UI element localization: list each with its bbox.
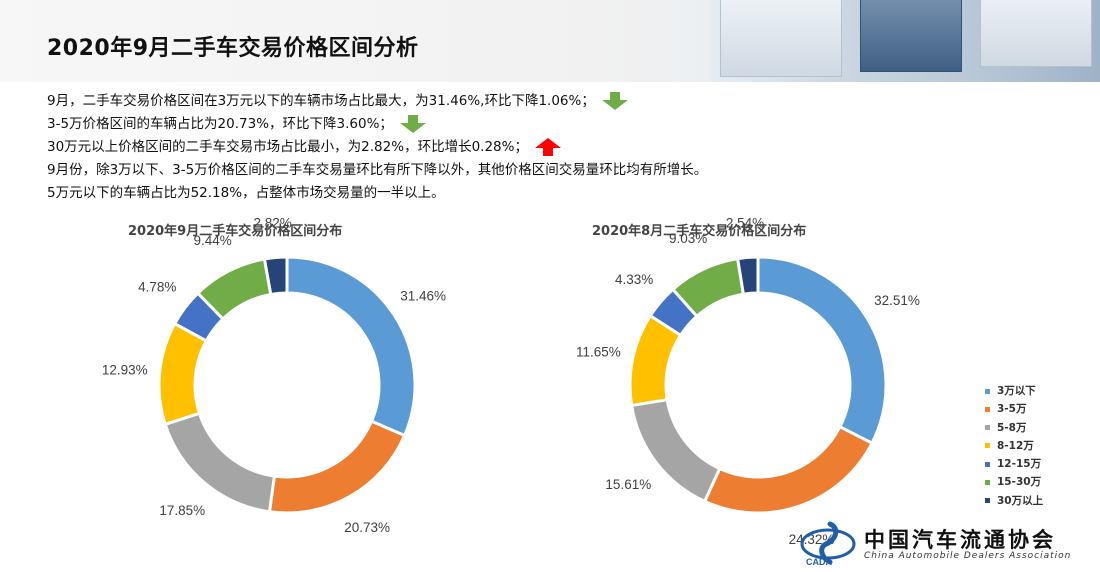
bullet-text: 5万元以下的车辆占比为52.18%，占整体市场交易量的一半以上。 [47, 185, 445, 201]
legend-label: 3-5万 [997, 403, 1027, 416]
bullet-line: 5万元以下的车辆占比为52.18%，占整体市场交易量的一半以上。 [47, 182, 707, 205]
page-title: 2020年9月二手车交易价格区间分析 [47, 36, 419, 61]
legend-swatch [985, 406, 990, 412]
legend-swatch [985, 461, 990, 467]
donut-slice [285, 255, 417, 438]
slice-label: 4.78% [138, 279, 176, 294]
legend-swatch [985, 498, 990, 504]
bullet-line: 30万元以上价格区间的二手车交易市场占比最小，为2.82%，环比增长0.28%； [47, 136, 707, 159]
legend-item: 8-12万 [985, 437, 1043, 455]
donut-slice [262, 255, 289, 297]
decorative-cube [860, 0, 962, 72]
slice-label: 20.73% [344, 520, 390, 535]
chart-legend: 3万以下 3-5万 5-8万 8-12万 12-15万 15-30万 30万以上 [985, 382, 1043, 510]
decorative-cube [980, 0, 1092, 67]
donut-slice [163, 411, 277, 514]
slice-label: 2.82% [253, 216, 291, 231]
slice-label: 2.54% [726, 216, 764, 231]
logo-subtitle: China Automobile Dealers Association [864, 551, 1072, 561]
logo-mark-text: CADA [806, 557, 832, 567]
slice-label: 12.93% [102, 363, 148, 378]
slice-label: 9.44% [194, 233, 232, 248]
slice-label: 32.51% [874, 293, 920, 308]
slice-label: 11.65% [576, 345, 621, 360]
legend-swatch [985, 388, 990, 394]
association-logo: CADA 中国汽车流通协会 China Automobile Dealers A… [800, 518, 1095, 568]
legend-label: 15-30万 [997, 476, 1042, 489]
legend-swatch [985, 425, 990, 431]
donut-slice [267, 419, 407, 515]
legend-item: 12-15万 [985, 455, 1043, 473]
bullet-line: 9月份，除3万以下、3-5万价格区间的二手车交易量环比有所下降以外，其他价格区间… [47, 159, 707, 182]
slice-label: 15.61% [605, 477, 651, 492]
logo-mark-icon: CADA [800, 521, 856, 567]
slice-label: 31.46% [400, 288, 446, 303]
logo-name: 中国汽车流通协会 [864, 528, 1056, 552]
up-arrow-icon [534, 138, 562, 156]
legend-label: 8-12万 [997, 439, 1034, 452]
legend-swatch [985, 479, 990, 485]
chart-title-august: 2020年8月二手车交易价格区间分布 [592, 224, 807, 239]
bullet-line: 9月，二手车交易价格区间在3万元以下的车辆市场占比最大，为31.46%,环比下降… [47, 90, 707, 113]
legend-label: 30万以上 [997, 494, 1044, 507]
down-arrow-icon [399, 115, 427, 133]
slice-label: 9.03% [669, 231, 707, 246]
donut-slice [735, 255, 760, 296]
bullet-text: 9月份，除3万以下、3-5万价格区间的二手车交易量环比有所下降以外，其他价格区间… [47, 162, 708, 178]
bullet-line: 3-5万价格区间的车辆占比为20.73%，环比下降3.60%； [47, 113, 707, 136]
legend-swatch [985, 443, 990, 449]
donut-slice [702, 424, 875, 515]
legend-item: 5-8万 [985, 419, 1043, 437]
legend-label: 5-8万 [997, 421, 1027, 434]
slice-label: 4.33% [615, 272, 653, 287]
legend-label: 12-15万 [997, 458, 1042, 471]
header-decorative-image [710, 0, 1100, 82]
bullet-text: 3-5万价格区间的车辆占比为20.73%，环比下降3.60%； [47, 116, 393, 132]
decorative-cube [720, 0, 842, 77]
slice-label: 17.85% [159, 503, 205, 518]
bullet-text: 9月，二手车交易价格区间在3万元以下的车辆市场占比最大，为31.46%,环比下降… [47, 93, 595, 109]
bullet-text: 30万元以上价格区间的二手车交易市场占比最小，为2.82%，环比增长0.28%； [47, 139, 528, 155]
legend-item: 3万以下 [985, 382, 1043, 400]
donut-slice [756, 255, 888, 446]
summary-bullets: 9月，二手车交易价格区间在3万元以下的车辆市场占比最大，为31.46%,环比下降… [47, 90, 707, 205]
legend-item: 30万以上 [985, 492, 1043, 510]
chart-title-september: 2020年9月二手车交易价格区间分布 [128, 224, 343, 239]
donut-slice [157, 321, 209, 427]
legend-item: 15-30万 [985, 473, 1043, 491]
down-arrow-icon [601, 92, 629, 110]
legend-item: 3-5万 [985, 400, 1043, 418]
legend-label: 3万以下 [997, 385, 1036, 397]
